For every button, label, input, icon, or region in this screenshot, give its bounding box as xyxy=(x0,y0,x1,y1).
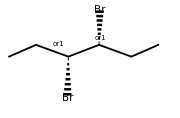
Text: or1: or1 xyxy=(94,35,106,41)
Text: or1: or1 xyxy=(52,41,64,47)
Text: Br: Br xyxy=(94,5,106,15)
Text: Br: Br xyxy=(62,93,73,103)
